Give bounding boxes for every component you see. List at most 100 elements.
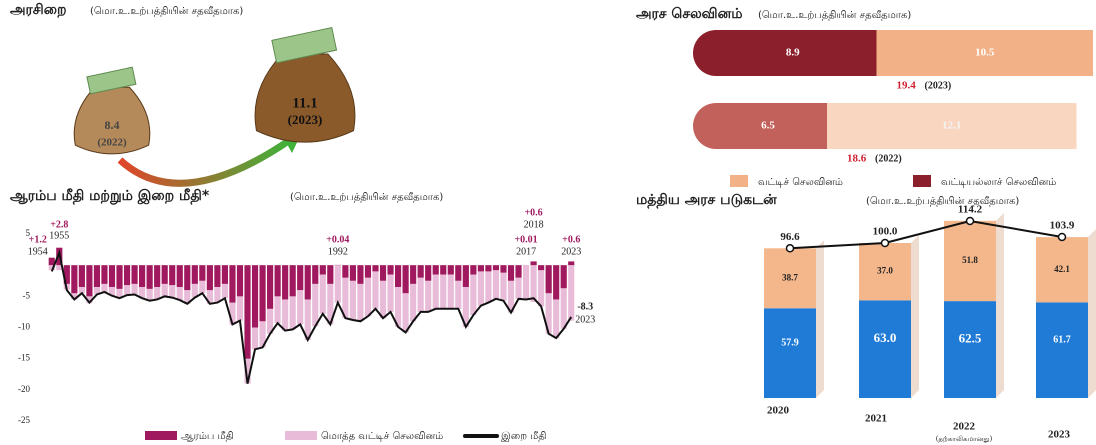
- bar-segment: [693, 103, 828, 149]
- primary-bar: [402, 265, 409, 294]
- foreign-label: 42.1: [1054, 264, 1070, 274]
- total-point: [785, 244, 795, 253]
- annotation-year: 2018: [524, 219, 544, 230]
- domestic-debt: [859, 300, 911, 398]
- domestic-label: 61.7: [1053, 334, 1071, 345]
- interest-bar: [379, 280, 387, 319]
- column-side: [911, 235, 919, 398]
- primary-bar: [108, 265, 116, 287]
- arrow: [117, 137, 292, 187]
- interest-bar: [462, 286, 469, 327]
- total-point: [1057, 232, 1067, 242]
- legend-label: இறை மீதி: [501, 431, 546, 442]
- legend-swatch: [145, 431, 177, 440]
- primary-bar: [447, 265, 454, 275]
- money-bag: [73, 86, 151, 155]
- interest-bar: [86, 296, 93, 304]
- interest-bar: [417, 277, 424, 312]
- interest-bar: [538, 270, 545, 307]
- interest-bar: [154, 286, 161, 300]
- interest-bar: [425, 280, 432, 312]
- chart-title: அரச செலவினம்: [636, 6, 742, 22]
- primary-bar: [236, 265, 244, 297]
- primary-bar: [214, 265, 221, 287]
- primary-bar: [184, 265, 191, 291]
- annotation-year: 1954: [28, 246, 48, 257]
- primary-bar: [410, 265, 417, 284]
- legend-swatch: [730, 175, 748, 187]
- total-year: (2022): [875, 153, 902, 164]
- primary-bar: [191, 265, 198, 284]
- primary-bar: [169, 265, 176, 286]
- primary-bar: [553, 265, 560, 300]
- primary-bar: [357, 265, 364, 284]
- x-tick-label: 2023: [1048, 429, 1071, 441]
- primary-bar: [154, 265, 161, 287]
- primary-bar: [86, 265, 93, 297]
- interest-bar: [206, 290, 213, 304]
- legend-swatch: [913, 175, 931, 187]
- interest-bar: [101, 283, 108, 292]
- interest-bar: [568, 265, 575, 321]
- primary-bar: [500, 265, 507, 273]
- annotation-value: +0.6: [524, 207, 542, 218]
- primary-bar: [282, 265, 289, 300]
- interest-bar: [560, 288, 567, 329]
- interest-bar: [312, 283, 319, 327]
- primary-bar: [206, 265, 213, 291]
- interest-bar: [545, 293, 552, 334]
- total-line: [789, 219, 1063, 250]
- annotation-value: -8.3: [577, 301, 593, 312]
- interest-bar: [470, 274, 477, 316]
- annotation-year: 1992: [328, 246, 348, 257]
- primary-bar: [440, 265, 447, 275]
- primary-bar: [304, 265, 311, 300]
- primary-bar: [515, 265, 522, 278]
- interest-bar: [199, 280, 206, 294]
- primary-bar: [379, 265, 387, 281]
- bar-segment: [876, 30, 1093, 76]
- primary-bar: [101, 265, 108, 284]
- legend-label: வட்டியல்லாச் செலவினம்: [941, 177, 1056, 188]
- interest-bar: [477, 271, 484, 306]
- interest-bar: [282, 299, 289, 331]
- interest-bar: [507, 280, 515, 313]
- primary-bar: [93, 265, 101, 287]
- primary-bar: [199, 265, 206, 281]
- annotation-year: 2017: [516, 246, 536, 257]
- total-point: [965, 216, 975, 226]
- legend-label: ஆரம்ப மீதி: [181, 431, 234, 442]
- interest-bar: [492, 270, 500, 299]
- primary-bar: [364, 265, 372, 278]
- annotation-value: +0.01: [514, 234, 537, 245]
- chart-title: மத்திய அரச படுகடன்: [636, 192, 777, 209]
- bar-value: 12.1: [942, 120, 961, 132]
- x-tick-label: 2021: [865, 413, 887, 425]
- total-label: 96.6: [780, 231, 800, 243]
- bag-value: 8.4: [105, 118, 120, 132]
- column-side: [1088, 229, 1096, 398]
- foreign-label: 51.8: [962, 255, 978, 265]
- bag-year: (2023): [288, 112, 323, 127]
- primary-bar: [470, 265, 477, 275]
- total-label: 100.0: [873, 226, 898, 238]
- y-tick-label: -25: [18, 415, 30, 425]
- foreign-debt: [944, 220, 996, 302]
- bag-value: 11.1: [292, 95, 317, 111]
- domestic-debt: [944, 301, 996, 398]
- chart-subtitle: (மொ.உ.உற்பத்தியின் சதவீதமாக): [90, 6, 243, 17]
- interest-bar: [530, 265, 537, 302]
- interest-bar: [146, 288, 153, 301]
- interest-bar: [334, 265, 341, 303]
- column-side: [816, 240, 824, 398]
- primary-bar: [244, 265, 251, 359]
- primary-bar: [485, 265, 492, 272]
- primary-bar: [131, 265, 138, 284]
- money-bag: [254, 53, 356, 143]
- primary-bar: [78, 265, 85, 287]
- cash: [271, 26, 338, 64]
- domestic-debt: [1036, 302, 1088, 398]
- interest-bar: [342, 277, 349, 319]
- total-year: (2023): [925, 80, 952, 91]
